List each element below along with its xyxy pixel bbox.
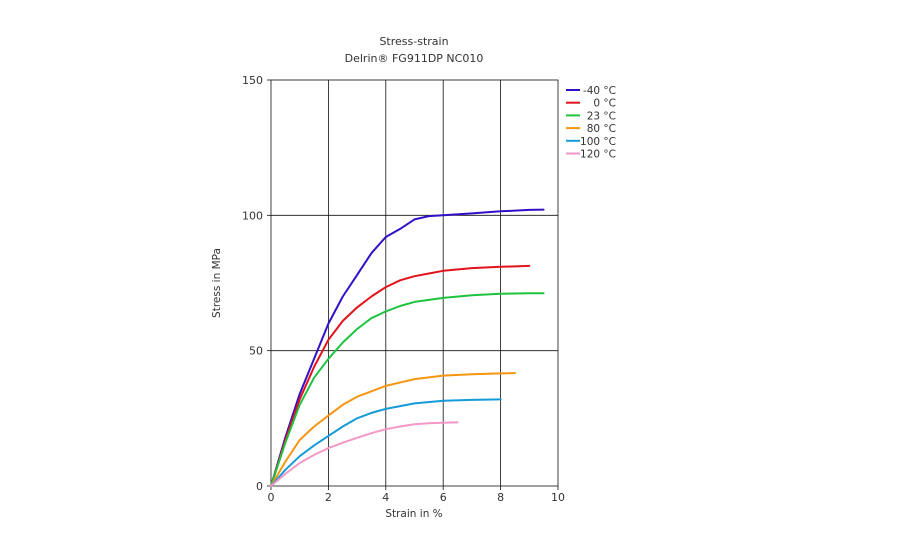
plot-frame — [270, 79, 559, 487]
grid — [271, 80, 558, 486]
y-axis-ticks: 0 50 100 150 — [242, 74, 271, 493]
x-tick-label: 0 — [268, 491, 275, 504]
legend-label: -40 °C — [583, 85, 616, 97]
x-tick-label: 8 — [497, 491, 504, 504]
legend-label: 120 °C — [580, 149, 616, 161]
x-axis-ticks: 0 2 4 6 8 10 — [268, 486, 565, 504]
y-axis-label: Stress in MPa — [211, 248, 223, 318]
legend-label: 80 °C — [587, 123, 616, 135]
chart-title: Stress-strain — [379, 35, 448, 48]
series-lines — [270, 208, 545, 487]
legend-label: 100 °C — [580, 136, 616, 148]
y-tick-label: 0 — [256, 480, 263, 493]
x-tick-label: 6 — [440, 491, 447, 504]
y-tick-label: 50 — [249, 345, 263, 358]
series-line — [270, 372, 516, 487]
legend-label: 0 °C — [593, 98, 616, 110]
series-line — [270, 421, 459, 487]
series-line — [270, 292, 545, 487]
x-tick-label: 2 — [325, 491, 332, 504]
legend-label: 23 °C — [587, 110, 616, 122]
series-line — [270, 398, 502, 487]
chart-subtitle: Delrin® FG911DP NC010 — [345, 52, 484, 65]
y-tick-label: 100 — [242, 209, 263, 222]
x-tick-label: 10 — [551, 491, 565, 504]
series-line — [270, 264, 531, 487]
x-axis-label: Strain in % — [385, 508, 442, 520]
y-tick-label: 150 — [242, 74, 263, 87]
x-tick-label: 4 — [382, 491, 389, 504]
series-line — [270, 208, 545, 487]
